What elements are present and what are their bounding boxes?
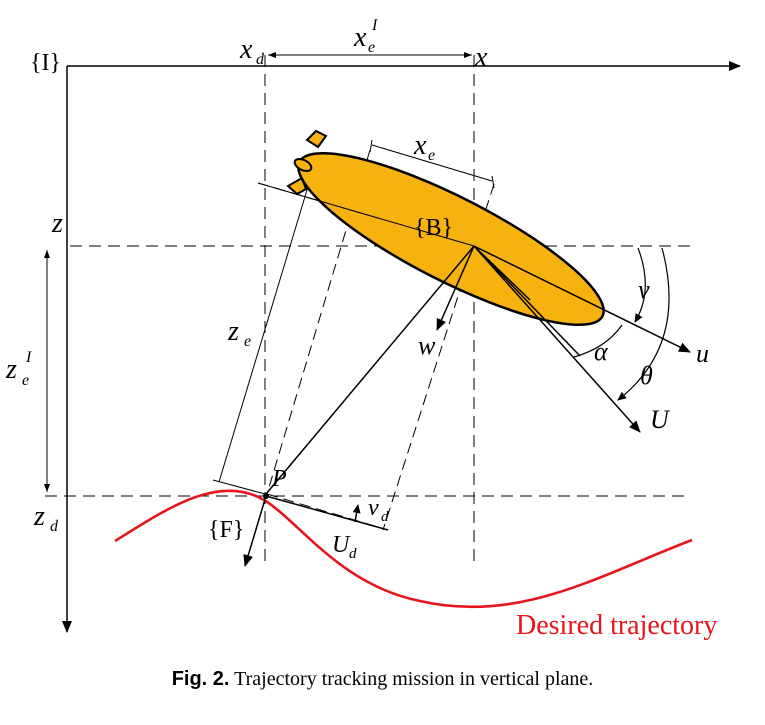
xeI-label: x <box>353 22 367 53</box>
v-label: v <box>638 275 650 304</box>
Ud-subscript: d <box>349 546 357 562</box>
vd-label: v <box>368 495 379 521</box>
zd-label: z <box>33 501 45 532</box>
desired-velocity-vectors <box>243 495 389 567</box>
ze-subscript: e <box>244 333 251 350</box>
caption-text: Trajectory tracking mission in vertical … <box>234 668 594 690</box>
point-p-label: P <box>271 466 287 492</box>
theta-label: θ <box>640 361 653 390</box>
alpha-label: α <box>594 337 609 366</box>
zd-subscript: d <box>50 518 59 535</box>
w-label: w <box>418 331 436 360</box>
xeI-superscript: I <box>371 17 378 34</box>
xe-dimension <box>371 144 493 182</box>
zeI-subscript: e <box>22 372 29 389</box>
body-frame-label: {B} <box>414 215 453 241</box>
velocity-vectors <box>265 245 691 495</box>
point-p-marker <box>263 493 269 499</box>
desired-trajectory-curve <box>114 489 693 609</box>
u-label: u <box>696 339 709 368</box>
U-label: U <box>650 405 671 434</box>
zeI-label: z <box>5 354 17 385</box>
xe-subscript: e <box>428 147 435 164</box>
serret-frame-label: {F} <box>208 517 244 543</box>
xd-subscript: d <box>256 51 265 68</box>
xd-label: x <box>239 34 253 65</box>
ze-dimension <box>218 179 311 483</box>
theta-angle-arc <box>617 247 670 401</box>
zeI-superscript: I <box>25 349 32 366</box>
desired-trajectory-label: Desired trajectory <box>516 610 717 641</box>
vd-subscript: d <box>381 509 389 525</box>
caption-label: Fig. 2. <box>171 668 230 690</box>
figure-caption: Fig. 2. Trajectory tracking mission in v… <box>0 668 765 691</box>
x-axis-label: x <box>474 42 488 73</box>
xe-label: x <box>413 130 427 161</box>
body-axis-line <box>257 182 475 247</box>
z-axis-label: z <box>51 208 63 239</box>
v-angle-arc <box>634 247 646 323</box>
inertial-frame-label: {I} <box>30 50 61 76</box>
ze-label: z <box>227 316 239 347</box>
xeI-subscript: e <box>368 39 375 56</box>
alpha-angle-arc <box>573 324 623 358</box>
Ud-label: U <box>332 532 351 558</box>
